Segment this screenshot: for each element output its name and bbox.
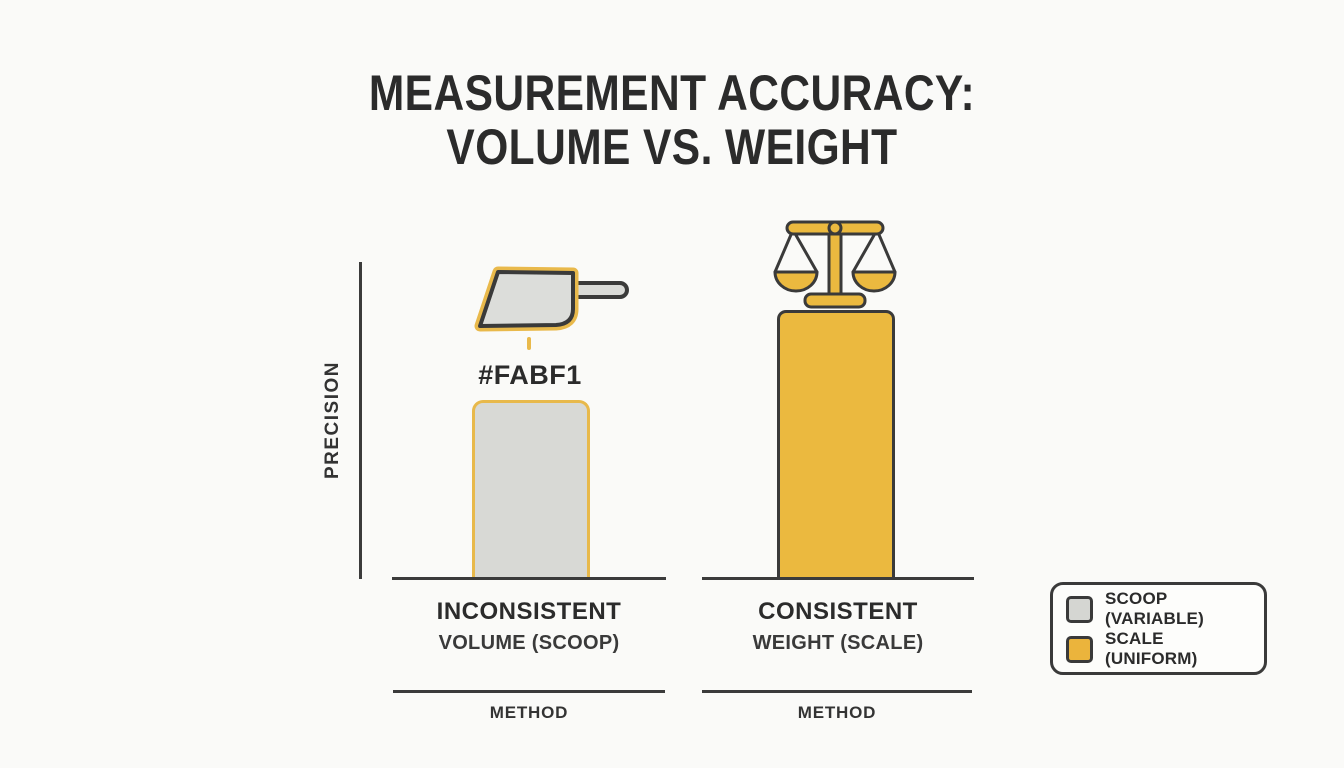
color-hex-annotation: #FABF1	[478, 360, 582, 390]
y-axis-label: PRECISION	[322, 360, 343, 480]
scoop-icon	[474, 266, 629, 332]
category-right-title: CONSISTENT	[758, 598, 918, 625]
method-axis-line-right	[702, 690, 972, 693]
category-right-subtitle: WEIGHT (SCALE)	[752, 632, 924, 654]
bar-scoop	[472, 400, 590, 580]
x-axis-label-right: METHOD	[797, 703, 877, 722]
balance-scale-icon	[773, 220, 897, 309]
category-label-left: INCONSISTENT VOLUME (SCOOP)	[392, 598, 666, 655]
legend-swatch-gray	[1066, 595, 1093, 623]
category-left-title: INCONSISTENT	[436, 598, 622, 625]
bar-scale	[777, 310, 895, 580]
chart-title-line1: MEASUREMENT ACCURACY:	[368, 65, 976, 121]
category-label-right: CONSISTENT WEIGHT (SCALE)	[702, 598, 974, 655]
chart-title-line2: VOLUME VS. WEIGHT	[446, 119, 898, 175]
legend-item-scoop: SCOOP (VARIABLE)	[1066, 589, 1251, 629]
x-axis-baseline-right	[702, 577, 974, 580]
legend-label-scale: SCALE (UNIFORM)	[1105, 629, 1198, 668]
legend-item-scale: SCALE (UNIFORM)	[1066, 629, 1251, 669]
legend: SCOOP (VARIABLE) SCALE (UNIFORM)	[1050, 582, 1267, 675]
y-axis-line	[359, 262, 362, 579]
x-axis-label-left: METHOD	[489, 703, 569, 722]
method-axis-line-left	[393, 690, 665, 693]
chart-title: MEASUREMENT ACCURACY: VOLUME VS. WEIGHT	[101, 66, 1243, 174]
category-left-subtitle: VOLUME (SCOOP)	[438, 632, 620, 654]
color-dash	[527, 337, 531, 350]
x-axis-baseline-left	[392, 577, 666, 580]
legend-label-scoop: SCOOP (VARIABLE)	[1105, 589, 1204, 628]
legend-swatch-yellow	[1066, 635, 1093, 663]
